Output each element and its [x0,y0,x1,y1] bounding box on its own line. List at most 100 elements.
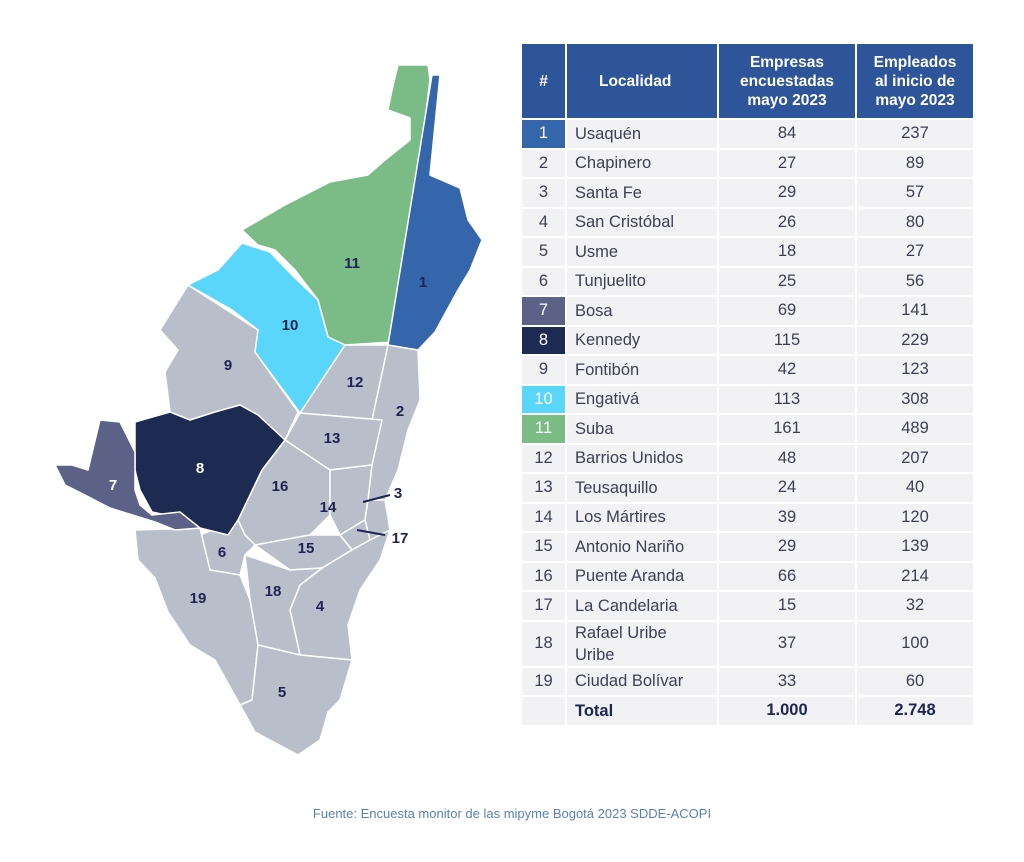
map-label-6: 6 [218,544,226,561]
row-localidad: Santa Fe [567,179,717,207]
row-number: 14 [522,503,565,531]
row-empresas: 115 [719,326,855,354]
row-number: 5 [522,238,565,266]
row-empresas: 37 [719,621,855,666]
header-empleados-line: mayo 2023 [875,91,955,109]
row-localidad: Puente Aranda [567,562,717,590]
row-localidad: Engativá [567,385,717,413]
row-number: 11 [522,415,565,443]
table-row: 6 Tunjuelito 25 56 [522,267,973,295]
header-num: # [522,44,565,118]
row-empresas: 84 [719,120,855,148]
row-empleados: 80 [857,208,973,236]
map-region-7 [54,419,201,531]
total-empleados: 2.748 [857,697,973,725]
row-empleados: 141 [857,297,973,325]
bogota-localidades-map: 1 2 3 4 5 6 7 8 9 10 11 12 13 14 15 16 1… [54,64,483,756]
row-localidad: Los Mártires [567,503,717,531]
row-empresas: 25 [719,267,855,295]
header-empleados: Empleados al inicio de mayo 2023 [857,44,973,118]
row-localidad-line: Uribe [575,645,615,664]
header-empresas: Empresas encuestadas mayo 2023 [719,44,855,118]
table-row: 4 San Cristóbal 26 80 [522,208,973,236]
row-empresas: 48 [719,444,855,472]
row-empleados: 308 [857,385,973,413]
map-label-18: 18 [265,583,282,600]
map-label-9: 9 [224,357,232,374]
row-number: 17 [522,592,565,620]
source-note: Fuente: Encuesta monitor de las mipyme B… [312,806,712,821]
row-empresas: 18 [719,238,855,266]
header-empleados-line: Empleados [873,53,957,71]
row-localidad: Usme [567,238,717,266]
row-empleados: 489 [857,415,973,443]
table-row: 3 Santa Fe 29 57 [522,179,973,207]
table-row: 12 Barrios Unidos 48 207 [522,444,973,472]
map-label-14: 14 [320,499,337,516]
row-number: 4 [522,208,565,236]
table-row: 17 La Candelaria 15 32 [522,592,973,620]
row-empresas: 66 [719,562,855,590]
map-label-19: 19 [190,590,207,607]
row-localidad: La Candelaria [567,592,717,620]
map-region-8 [134,404,286,536]
total-blank [522,697,565,725]
map-label-4: 4 [316,598,325,615]
row-localidad: Usaquén [567,120,717,148]
table-row: 14 Los Mártires 39 120 [522,503,973,531]
map-label-8: 8 [196,460,204,477]
table-row: 7 Bosa 69 141 [522,297,973,325]
row-empleados: 40 [857,474,973,502]
map-label-1: 1 [419,274,427,291]
map-label-17: 17 [392,530,409,547]
map-label-2: 2 [396,403,404,420]
row-number: 2 [522,149,565,177]
table-row: 2 Chapinero 27 89 [522,149,973,177]
table-row: 10 Engativá 113 308 [522,385,973,413]
row-empleados: 207 [857,444,973,472]
table-row: 18 Rafael Uribe Uribe 37 100 [522,621,973,666]
row-empresas: 69 [719,297,855,325]
table-row: 1 Usaquén 84 237 [522,120,973,148]
table-row: 9 Fontibón 42 123 [522,356,973,384]
row-localidad: Ciudad Bolívar [567,667,717,695]
row-empleados: 120 [857,503,973,531]
map-label-7: 7 [109,477,117,494]
row-localidad: Bosa [567,297,717,325]
header-empresas-line: Empresas [749,53,825,71]
row-localidad-line: Rafael Uribe [575,623,667,642]
leader-line-3 [362,494,391,503]
row-empresas: 24 [719,474,855,502]
row-empresas: 29 [719,533,855,561]
row-empleados: 237 [857,120,973,148]
row-localidad: Suba [567,415,717,443]
table-row: 11 Suba 161 489 [522,415,973,443]
row-number: 8 [522,326,565,354]
row-empresas: 42 [719,356,855,384]
row-empresas: 27 [719,149,855,177]
row-number: 3 [522,179,565,207]
row-localidad: Antonio Nariño [567,533,717,561]
row-number: 1 [522,120,565,148]
table-row: 8 Kennedy 115 229 [522,326,973,354]
table-row: 16 Puente Aranda 66 214 [522,562,973,590]
row-number: 7 [522,297,565,325]
map-region-1 [387,74,483,351]
row-number: 13 [522,474,565,502]
map-label-13: 13 [324,430,341,447]
map-label-10: 10 [282,317,299,334]
total-empresas: 1.000 [719,697,855,725]
row-empleados: 139 [857,533,973,561]
table-row: 15 Antonio Nariño 29 139 [522,533,973,561]
header-empresas-line: encuestadas [740,72,834,90]
row-localidad: Rafael Uribe Uribe [567,621,717,666]
localidades-table: # Localidad Empresas encuestadas mayo 20… [520,42,975,727]
row-number: 16 [522,562,565,590]
row-empresas: 39 [719,503,855,531]
map-label-16: 16 [272,478,289,495]
row-empleados: 32 [857,592,973,620]
row-number: 10 [522,385,565,413]
row-number: 6 [522,267,565,295]
row-localidad: Kennedy [567,326,717,354]
row-localidad: Teusaquillo [567,474,717,502]
